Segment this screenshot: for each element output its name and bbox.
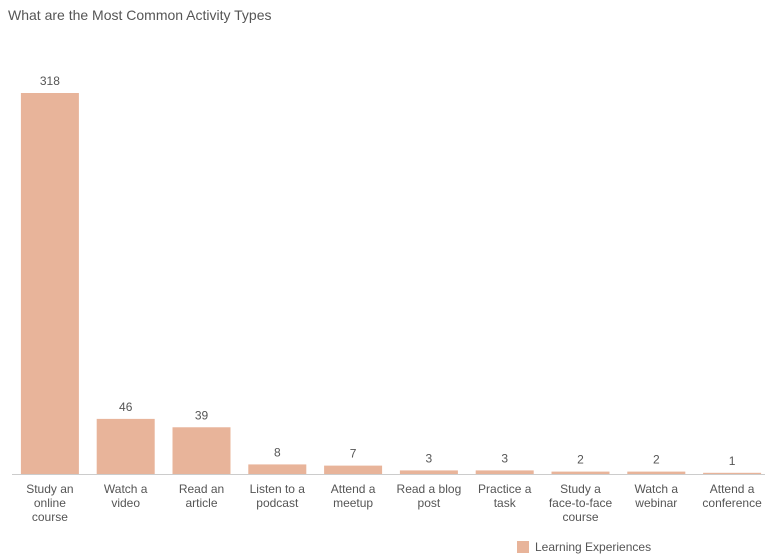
bar[interactable] (627, 471, 686, 474)
data-label: 2 (577, 453, 584, 467)
x-tick-label: Watch a video (104, 482, 148, 510)
x-tick-label: Attend a conference (702, 482, 762, 510)
data-label: 39 (195, 408, 209, 422)
bar[interactable] (172, 427, 231, 474)
x-tick-label: Attend a meetup (331, 482, 376, 510)
bar[interactable] (703, 472, 762, 474)
x-tick-label: Read a blog post (397, 482, 462, 510)
x-tick-label: Study a face-to-face course (549, 482, 613, 524)
x-tick-label: Listen to a podcast (250, 482, 306, 510)
data-label: 8 (274, 445, 281, 459)
chart-title: What are the Most Common Activity Types (8, 7, 272, 23)
legend-swatch (517, 541, 529, 553)
bar[interactable] (248, 464, 307, 474)
bar[interactable] (324, 465, 383, 474)
bar[interactable] (475, 470, 534, 474)
bar[interactable] (399, 470, 458, 474)
data-label: 3 (426, 451, 433, 465)
data-label: 318 (40, 74, 60, 88)
x-tick-label: Read an article (179, 482, 224, 510)
x-tick-label: Practice a task (478, 482, 532, 510)
data-label: 46 (119, 400, 133, 414)
data-label: 3 (501, 451, 508, 465)
legend-label: Learning Experiences (535, 540, 652, 554)
bar[interactable] (20, 93, 79, 474)
x-tick-label: Watch a webinar (634, 482, 678, 510)
data-label: 7 (350, 447, 357, 461)
data-label: 2 (653, 453, 660, 467)
legend[interactable]: Learning Experiences (517, 540, 651, 554)
x-tick-label: Study an online course (26, 482, 73, 524)
bar[interactable] (551, 471, 610, 474)
data-label: 1 (729, 454, 736, 468)
bar[interactable] (96, 418, 155, 474)
